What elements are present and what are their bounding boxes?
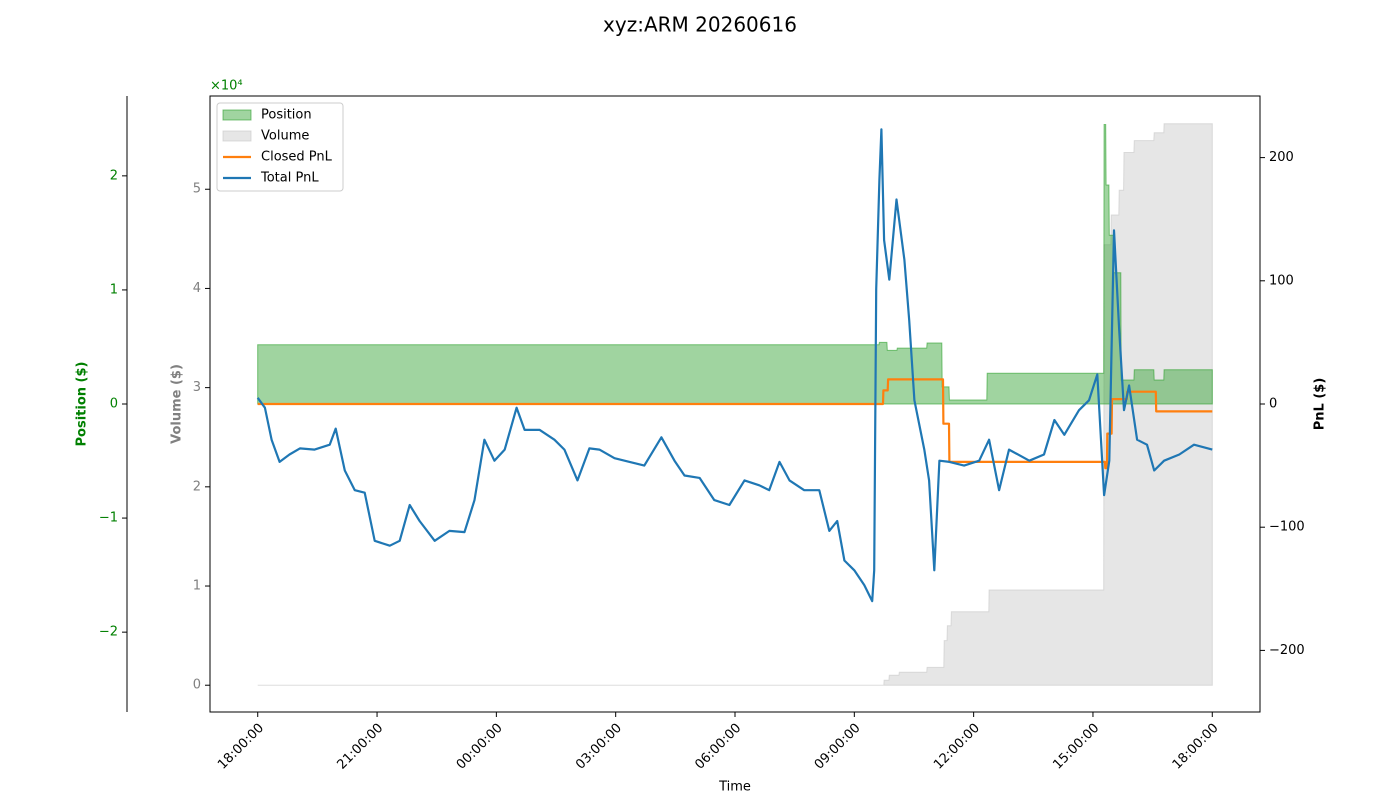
x-tick-label: 15:00:00 [1050, 721, 1102, 773]
chart-title: xyz:ARM 20260616 [603, 13, 797, 37]
y-axis-label: PnL ($) [1313, 378, 1328, 431]
y-tick-label: 100 [1269, 273, 1294, 288]
y-tick-label: 1 [193, 579, 201, 594]
legend-box [216, 102, 344, 192]
area [257, 123, 1213, 686]
axis-offset-label: ×10⁴ [210, 79, 243, 94]
legend-label: Closed PnL [261, 150, 333, 165]
area [257, 124, 1213, 405]
y-tick-label: 4 [193, 281, 201, 296]
y-axis-label: Volume ($) [170, 364, 185, 444]
y-tick-label: 3 [193, 380, 201, 395]
legend-swatch [222, 130, 252, 142]
x-tick-label: 00:00:00 [454, 721, 506, 773]
y-tick-label: 1 [110, 282, 118, 297]
y-axis-label: Position ($) [75, 362, 90, 447]
legend-swatch [222, 109, 252, 121]
y-tick-label: 200 [1269, 150, 1294, 165]
y-tick-label: −2 [99, 625, 118, 640]
y-tick-label: 0 [110, 397, 118, 412]
x-axis-label: Time [718, 780, 751, 795]
y-tick-label: 5 [193, 182, 201, 197]
x-tick-label: 18:00:00 [215, 721, 267, 773]
x-tick-label: 21:00:00 [334, 721, 386, 773]
legend-label: Volume [261, 129, 309, 144]
legend-label: Position [261, 108, 312, 123]
line [256, 128, 1213, 603]
legend-label: Total PnL [260, 171, 319, 186]
x-tick-label: 03:00:00 [573, 721, 625, 773]
x-tick-label: 12:00:00 [931, 721, 983, 773]
y-tick-label: 0 [193, 678, 201, 693]
y-tick-label: 0 [1269, 397, 1277, 412]
y-tick-label: −100 [1269, 520, 1305, 535]
y-tick-label: −200 [1269, 643, 1305, 658]
y-tick-label: 2 [193, 479, 201, 494]
y-tick-label: 2 [110, 168, 118, 183]
x-tick-label: 06:00:00 [692, 721, 744, 773]
x-tick-label: 09:00:00 [812, 721, 864, 773]
x-tick-label: 18:00:00 [1170, 721, 1222, 773]
y-tick-label: −1 [99, 511, 118, 526]
